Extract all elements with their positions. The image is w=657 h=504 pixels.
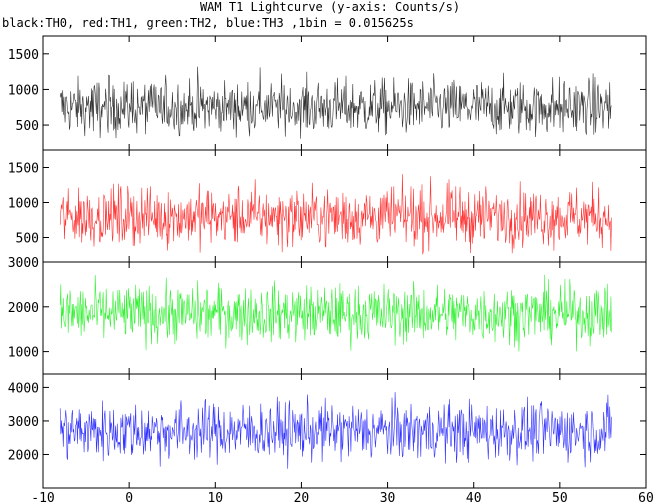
y-tick-label: 2000 [8,301,39,316]
x-tick-label: 40 [466,491,482,504]
x-tick-label: 10 [207,491,223,504]
y-tick-label: 2000 [8,448,39,463]
panel-0: 500 1000 1500 [8,35,647,151]
x-tick-label: 50 [552,491,568,504]
y-tick-label: 500 [16,232,39,247]
x-axis: -10 0 10 20 30 40 50 60 [31,491,654,504]
series-line-1 [59,174,612,255]
panel-3: 2000 3000 4000 [8,373,647,489]
y-tick-label: 1000 [8,197,39,212]
series-line-0 [59,66,612,139]
y-tick-label: 1000 [8,83,39,98]
y-tick-label: 3000 [8,256,39,271]
x-tick-label: 20 [294,491,310,504]
panel-2: 1000 2000 3000 [8,256,647,375]
series-line-3 [59,392,612,469]
panel-frame-3 [42,373,647,489]
panel-1: 500 1000 1500 [8,149,647,263]
y-tick-label: 1500 [8,162,39,177]
series-line-2 [59,274,612,352]
panels-group: 500 1000 1500 500 1000 1500 1000 2000 3000 2000 30… [8,35,647,489]
y-tick-label: 500 [16,119,39,134]
x-tick-label: 30 [380,491,396,504]
y-tick-label: 3000 [8,415,39,430]
x-tick-label: 60 [638,491,654,504]
x-tick-label: 0 [125,491,133,504]
x-tick-label: -10 [31,491,54,504]
chart-subtitle: black:TH0, red:TH1, green:TH2, blue:TH3 … [2,16,414,30]
y-tick-label: 1000 [8,346,39,361]
chart-title: WAM T1 Lightcurve (y-axis: Counts/s) [200,0,460,14]
y-tick-label: 4000 [8,381,39,396]
y-tick-label: 1500 [8,48,39,63]
